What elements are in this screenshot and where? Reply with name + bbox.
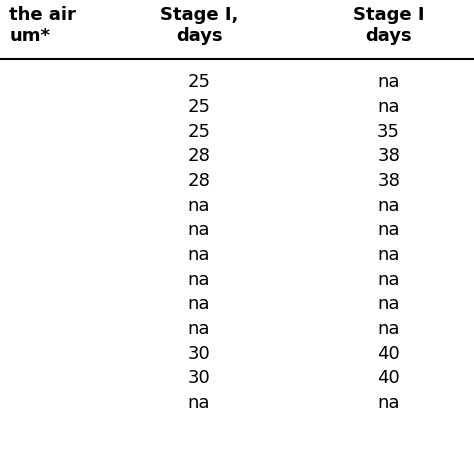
Text: 38: 38 <box>377 147 400 165</box>
Text: na: na <box>377 221 400 239</box>
Text: na: na <box>188 320 210 338</box>
Text: 40: 40 <box>377 369 400 387</box>
Text: na: na <box>377 98 400 116</box>
Text: days: days <box>176 27 222 45</box>
Text: na: na <box>377 73 400 91</box>
Text: na: na <box>377 197 400 215</box>
Text: um*: um* <box>9 27 50 45</box>
Text: Stage I: Stage I <box>353 6 424 24</box>
Text: 38: 38 <box>377 172 400 190</box>
Text: 25: 25 <box>188 98 210 116</box>
Text: Stage I,: Stage I, <box>160 6 238 24</box>
Text: na: na <box>377 394 400 412</box>
Text: 30: 30 <box>188 369 210 387</box>
Text: na: na <box>188 246 210 264</box>
Text: days: days <box>365 27 412 45</box>
Text: na: na <box>188 271 210 289</box>
Text: 28: 28 <box>188 172 210 190</box>
Text: 28: 28 <box>188 147 210 165</box>
Text: 25: 25 <box>188 123 210 141</box>
Text: 30: 30 <box>188 345 210 363</box>
Text: 40: 40 <box>377 345 400 363</box>
Text: 25: 25 <box>188 73 210 91</box>
Text: na: na <box>188 221 210 239</box>
Text: na: na <box>188 295 210 313</box>
Text: na: na <box>377 246 400 264</box>
Text: na: na <box>377 271 400 289</box>
Text: the air: the air <box>9 6 76 24</box>
Text: 35: 35 <box>377 123 400 141</box>
Text: na: na <box>188 394 210 412</box>
Text: na: na <box>377 320 400 338</box>
Text: na: na <box>377 295 400 313</box>
Text: na: na <box>188 197 210 215</box>
